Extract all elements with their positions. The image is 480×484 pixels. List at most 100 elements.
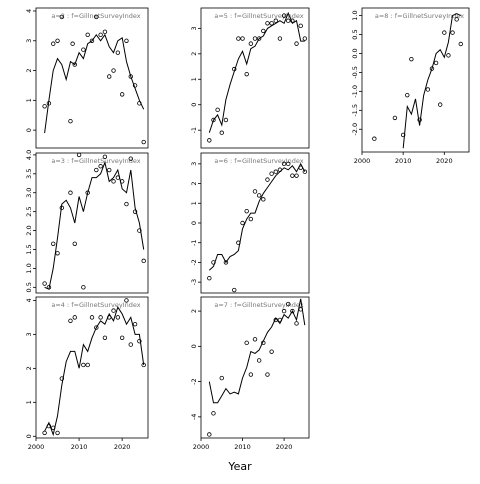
observed-point [294,321,299,326]
panel-title: a=6 : f=GillnetSurveyIndex [214,157,303,165]
observed-point [137,338,142,344]
y-tick-label: 3 [190,26,198,30]
x-tick-label: 2010 [395,157,412,165]
observed-point [98,164,103,169]
observed-point [277,167,283,172]
observed-point [51,41,56,46]
y-tick-label: 2.0 [25,225,33,235]
observed-point [59,14,65,20]
y-tick-label: 0 [190,344,198,348]
observed-point [232,287,237,293]
observed-point [89,315,95,320]
observed-point [277,317,283,323]
y-tick-label: 4 [25,9,33,13]
observed-point [261,28,266,34]
observed-point [281,13,287,18]
observed-point [223,260,229,265]
y-tick-label: 0.0 [351,48,359,58]
observed-point [269,349,274,354]
observed-point [42,281,47,286]
observed-point [240,36,245,41]
panel-frame [200,7,310,149]
observed-point [458,41,463,47]
observed-point [85,32,90,38]
x-axis-label: Year [227,460,252,473]
observed-point [392,115,398,121]
observed-point [286,18,291,23]
observed-point [425,87,431,92]
observed-point [294,41,299,46]
fitted-line [44,160,145,290]
y-tick-label: -2 [190,378,198,384]
observed-point [115,315,121,320]
observed-point [437,102,443,107]
observed-point [265,177,270,182]
observed-point [137,228,142,233]
observed-point [219,130,224,135]
observed-point [81,285,86,290]
observed-point [252,189,258,194]
observed-point [98,32,103,38]
x-tick-label: 2010 [234,443,251,451]
y-tick-label: 1 [25,98,33,102]
y-tick-label: -1.0 [351,85,359,98]
y-tick-label: 1 [25,400,33,404]
panel-7: a=7 : f=GillnetSurveyIndex -4 -2 0 2 2000 2010… [190,296,310,451]
y-tick-label: 0 [25,128,33,132]
observed-point [244,340,249,346]
observed-point [141,139,146,145]
y-tick-label: 1 [190,77,198,81]
y-tick-label: -4 [190,414,198,420]
observed-point [290,18,295,23]
y-tick-label: 0 [190,103,198,107]
observed-point [269,171,274,176]
observed-point [298,165,303,170]
fitted-line [402,13,462,149]
observed-point [46,423,52,429]
observed-point [72,62,77,67]
panel-3: a=8 : f=GillnetSurveyIndex -2.0 -1.5 -1.0 -0… [351,7,470,165]
x-tick-label: 2020 [276,443,293,451]
y-tick-label: 2 [190,181,198,185]
observed-point [290,173,295,178]
fitted-line [44,33,145,134]
observed-point [111,308,116,313]
y-tick-label: -1 [190,127,198,133]
observed-point [223,117,229,123]
observed-point [405,92,410,98]
observed-point [85,362,90,368]
observed-point [207,432,212,437]
observed-point [102,29,108,35]
y-tick-label: -2 [190,259,198,265]
observed-point [454,17,459,22]
observed-point [98,315,103,320]
observed-point [286,301,291,307]
observed-point [232,66,237,72]
observed-point [76,152,82,158]
panel-title: a=2 : f=GillnetSurveyIndex [51,12,140,20]
observed-point [141,362,146,368]
observed-point [42,430,47,436]
observed-point [124,38,129,43]
observed-point [119,179,125,184]
observed-point [261,340,266,346]
observed-point [248,372,254,377]
observed-point [298,23,303,29]
y-tick-label: 2 [190,52,198,56]
panel-2: a=5 : f=GillnetSurveyIndex -1 0 1 2 3 [190,7,310,149]
observed-point [281,161,287,167]
observed-point [137,101,142,106]
observed-point [81,47,86,52]
observed-point [124,298,129,303]
observed-point [446,53,451,58]
observed-point [207,138,212,143]
panel-frame [35,296,149,439]
panel-title: a=3 : f=GillnetSurveyIndex [51,157,140,165]
observed-point [119,335,125,340]
observed-point [107,167,112,173]
panel-frame [35,7,149,149]
observed-point [115,50,121,55]
y-tick-label: 4.0 [25,150,33,160]
observed-point [429,66,435,71]
observed-point [124,201,129,207]
